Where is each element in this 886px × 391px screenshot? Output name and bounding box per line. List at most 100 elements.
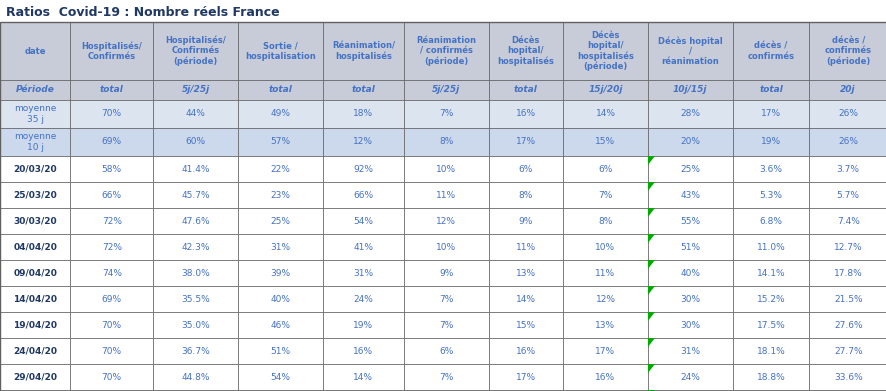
Text: 12.7%: 12.7% [833, 242, 861, 251]
Text: 51%: 51% [680, 242, 700, 251]
Bar [70, 338, 153, 364]
Text: 28%: 28% [680, 109, 700, 118]
Text: 33.6%: 33.6% [833, 373, 861, 382]
Bar [0, 260, 70, 286]
Text: 19%: 19% [760, 138, 781, 147]
Text: 27.6%: 27.6% [833, 321, 861, 330]
Bar [153, 338, 237, 364]
Text: Ratios  Covid-19 : Nombre réels France: Ratios Covid-19 : Nombre réels France [6, 5, 279, 19]
Bar [563, 128, 647, 156]
Text: 10%: 10% [436, 242, 455, 251]
Bar [563, 364, 647, 390]
Text: 45.7%: 45.7% [181, 190, 210, 199]
Bar [0, 100, 70, 128]
Text: 70%: 70% [102, 109, 121, 118]
Text: 12%: 12% [353, 138, 373, 147]
Text: 12%: 12% [436, 217, 455, 226]
Text: 11.0%: 11.0% [756, 242, 785, 251]
Bar [403, 234, 488, 260]
Bar [323, 208, 403, 234]
Bar [808, 80, 886, 100]
Text: 25%: 25% [270, 217, 290, 226]
Bar [70, 100, 153, 128]
Text: 16%: 16% [595, 373, 615, 382]
Text: 60%: 60% [185, 138, 206, 147]
Bar [153, 156, 237, 182]
Text: 44%: 44% [185, 109, 206, 118]
Text: 18.8%: 18.8% [756, 373, 785, 382]
Bar [563, 208, 647, 234]
Bar [237, 234, 323, 260]
Text: 17%: 17% [515, 138, 535, 147]
Bar [153, 364, 237, 390]
Text: 10j/15j: 10j/15j [672, 86, 707, 95]
Text: 11%: 11% [436, 190, 455, 199]
Bar [808, 100, 886, 128]
Text: 3.6%: 3.6% [758, 165, 781, 174]
Text: 25/03/20: 25/03/20 [13, 190, 57, 199]
Text: 46%: 46% [270, 321, 290, 330]
Bar [563, 312, 647, 338]
Bar [732, 208, 808, 234]
Bar [323, 234, 403, 260]
Bar [237, 286, 323, 312]
Text: 15%: 15% [595, 138, 615, 147]
Text: 26%: 26% [837, 109, 858, 118]
Bar [0, 390, 70, 391]
Bar [732, 338, 808, 364]
Text: 5j/25j: 5j/25j [431, 86, 460, 95]
Polygon shape [647, 312, 654, 321]
Text: 14%: 14% [515, 294, 535, 303]
Text: 70%: 70% [102, 373, 121, 382]
Bar [237, 100, 323, 128]
Bar [808, 390, 886, 391]
Text: 10%: 10% [595, 242, 615, 251]
Bar [323, 390, 403, 391]
Bar [403, 80, 488, 100]
Bar [808, 156, 886, 182]
Bar [153, 390, 237, 391]
Text: 66%: 66% [353, 190, 373, 199]
Text: 09/04/20: 09/04/20 [13, 269, 57, 278]
Bar [70, 182, 153, 208]
Text: 17%: 17% [760, 109, 781, 118]
Bar [403, 286, 488, 312]
Bar [488, 182, 563, 208]
Bar [153, 128, 237, 156]
Bar [0, 182, 70, 208]
Bar [0, 128, 70, 156]
Text: 30%: 30% [680, 294, 700, 303]
Text: 22%: 22% [270, 165, 290, 174]
Bar [808, 22, 886, 80]
Bar [70, 22, 153, 80]
Text: 5j/25j: 5j/25j [182, 86, 209, 95]
Text: 31%: 31% [680, 346, 700, 355]
Bar [237, 182, 323, 208]
Bar [323, 260, 403, 286]
Text: Sortie /
hospitalisation: Sortie / hospitalisation [245, 41, 315, 61]
Text: 72%: 72% [102, 242, 121, 251]
Bar [153, 312, 237, 338]
Bar [647, 390, 732, 391]
Bar [647, 182, 732, 208]
Bar [732, 364, 808, 390]
Bar [323, 364, 403, 390]
Bar [647, 22, 732, 80]
Bar [563, 286, 647, 312]
Text: 13%: 13% [515, 269, 535, 278]
Bar [563, 100, 647, 128]
Bar [323, 100, 403, 128]
Bar [323, 156, 403, 182]
Text: 42.3%: 42.3% [181, 242, 210, 251]
Text: 9%: 9% [518, 217, 532, 226]
Text: 14/04/20: 14/04/20 [13, 294, 57, 303]
Bar [488, 128, 563, 156]
Bar [488, 364, 563, 390]
Text: Décès
hopital/
hospitalisés
(période): Décès hopital/ hospitalisés (période) [577, 31, 633, 71]
Text: 15%: 15% [515, 321, 535, 330]
Polygon shape [647, 286, 654, 295]
Text: 7%: 7% [439, 294, 453, 303]
Text: 55%: 55% [680, 217, 700, 226]
Bar [237, 80, 323, 100]
Text: 26%: 26% [837, 138, 858, 147]
